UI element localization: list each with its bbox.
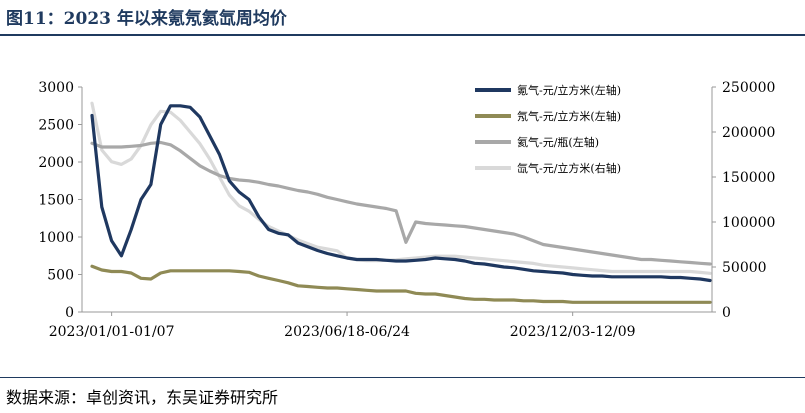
y-left-tick-label: 2500 [38,118,74,134]
y-left-tick-label: 2000 [38,155,74,171]
y-right-tick-label: 50000 [722,260,767,276]
series-line-0 [90,104,712,283]
y-right-tick-label: 100000 [722,215,775,231]
chart-title: 图11：2023 年以来氪氖氦氙周均价 [6,9,287,29]
x-tick-label: 2023/06/18-06/24 [284,324,410,340]
legend-label-1: 氖气-元/立方米(左轴) [517,109,621,123]
y-right-tick-label: 200000 [722,125,775,141]
y-left-tick-label: 1000 [38,230,74,246]
title-rule [0,34,805,36]
legend-label-2: 氦气-元/瓶(左轴) [517,135,599,149]
y-left-tick-label: 3000 [38,80,74,96]
legend-label-3: 氙气-元/立方米(右轴) [517,161,621,175]
series-line-1 [90,264,712,304]
legend-label-0: 氪气-元/立方米(左轴) [517,83,621,97]
y-right-tick-label: 150000 [722,170,775,186]
data-source-note: 数据来源：卓创资讯，东吴证券研究所 [6,388,279,407]
series-line-3 [90,101,712,275]
x-tick-label: 2023/01/01-01/07 [49,324,175,340]
x-tick-label: 2023/12/03-12/09 [510,324,636,340]
chart-axes: 0 500 1000 1500 2000 2500 3000 0 50000 100000 1500… [38,80,775,340]
y-right-tick-label: 0 [722,305,731,321]
y-right-tick-label: 250000 [722,80,775,96]
line-chart: 0 500 1000 1500 2000 2500 3000 0 50000 100000 1500… [38,80,775,340]
chart-legend: 氪气-元/立方米(左轴) 氖气-元/立方米(左轴) 氦气-元/瓶(左轴) 氙气-元/立… [475,83,621,175]
series-line-2 [90,140,712,266]
y-left-tick-label: 500 [47,268,74,284]
y-left-tick-label: 1500 [38,193,74,209]
source-rule [0,377,805,378]
y-left-tick-label: 0 [65,305,74,321]
chart-series [90,101,712,304]
